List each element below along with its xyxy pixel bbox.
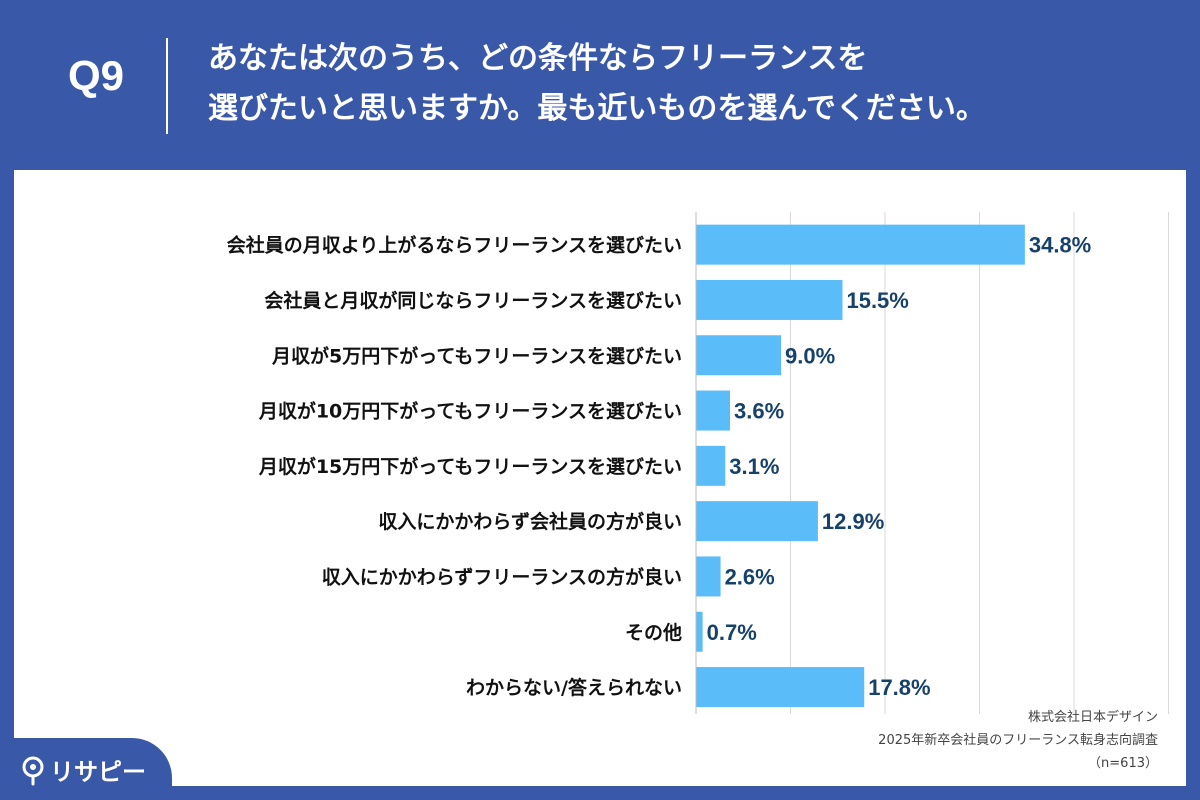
category-label: 収入にかかわらず会社員の方が良い [378,510,682,533]
bar-chart: 会社員の月収より上がるならフリーランスを選びたい 34.8% 会社員と月収が同じなら… [227,212,1169,714]
logo-text: リサピー [50,758,146,786]
pin-icon [22,756,44,786]
bar [696,224,1025,265]
credit-sample: （n=613） [1088,756,1158,771]
bar [696,445,726,486]
data-label: 15.5% [846,288,908,313]
category-label: 収入にかかわらずフリーランスの方が良い [322,565,682,588]
question-header: Q9 あなたは次のうち、どの条件ならフリーランスを 選びたいと思いますか。最も近… [0,0,1200,168]
category-label: わからない/答えられない [466,676,682,699]
question-line-2: 選びたいと思いますか。最も近いものを選んでください。 [208,91,986,126]
chart-panel: 会社員の月収より上がるならフリーランスを選びたい 34.8% 会社員と月収が同じなら… [14,170,1186,786]
data-label: 34.8% [1029,233,1091,258]
question-number: Q9 [67,52,125,99]
bar [696,611,703,652]
data-label: 12.9% [822,509,884,534]
bar [696,556,721,597]
credit-survey: 2025年新卒会社員のフリーランス転身志向調査 [878,733,1158,748]
category-label: 月収が10万円下がってもフリーランスを選びたい [258,400,682,423]
data-label: 3.1% [729,454,779,479]
bar [696,390,731,431]
logo-tab: リサピー [0,738,172,800]
category-label: 月収が15万円下がってもフリーランスを選びたい [258,455,682,478]
question-text: あなたは次のうち、どの条件ならフリーランスを 選びたいと思いますか。最も近いもの… [208,34,1168,134]
question-line-1: あなたは次のうち、どの条件ならフリーランスを [208,41,868,76]
category-label: 月収が5万円下がってもフリーランスを選びたい [271,344,682,367]
credit-block: 株式会社日本デザイン 2025年新卒会社員のフリーランス転身志向調査 （n=61… [878,706,1158,775]
data-label: 0.7% [707,620,757,645]
bar [696,501,818,542]
category-label: 会社員の月収より上がるならフリーランスを選びたい [227,234,682,257]
data-label: 2.6% [725,564,775,589]
bar [696,667,865,708]
data-label: 9.0% [785,343,835,368]
data-label: 17.8% [868,675,930,700]
header-divider [166,38,168,134]
category-label: 会社員と月収が同じならフリーランスを選びたい [264,289,682,312]
data-label: 3.6% [734,399,784,424]
bar [696,279,843,320]
bar [696,335,782,376]
category-label: その他 [625,621,682,644]
credit-company: 株式会社日本デザイン [1027,710,1158,725]
